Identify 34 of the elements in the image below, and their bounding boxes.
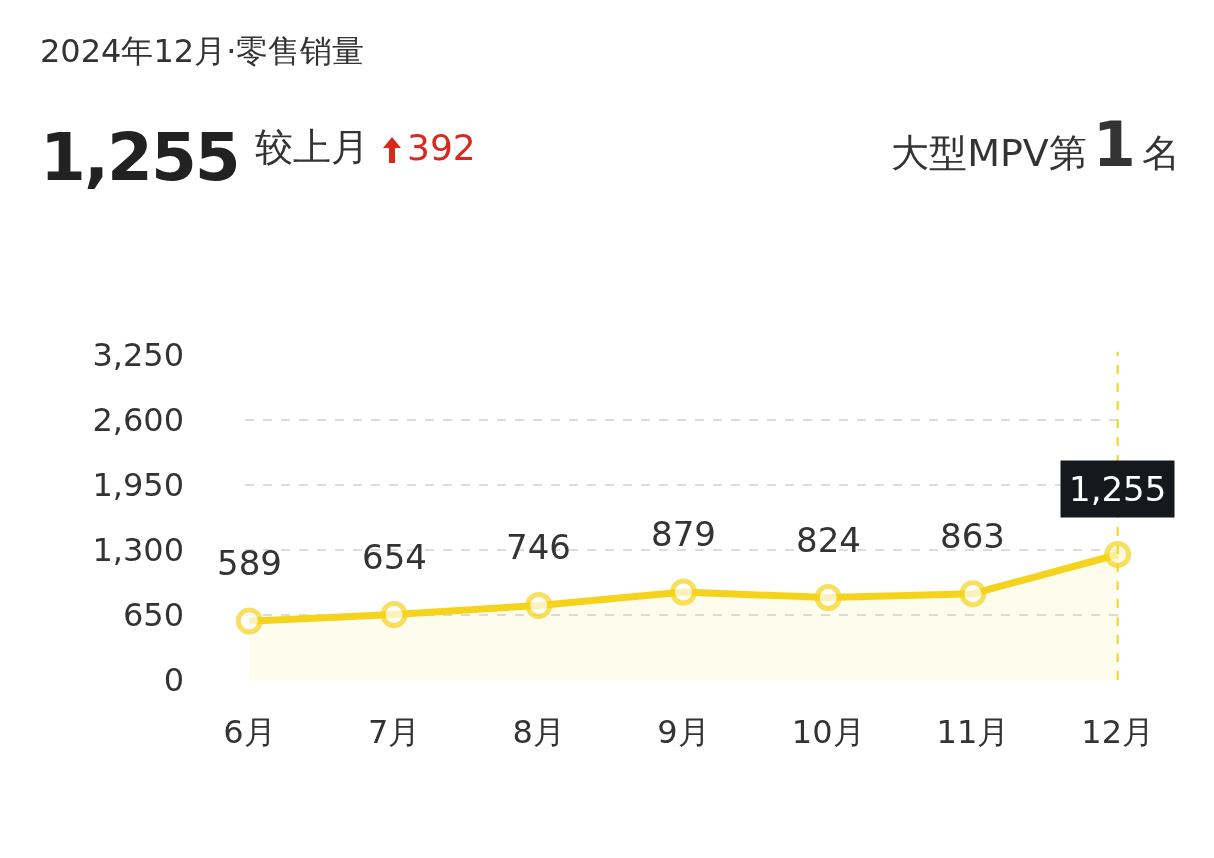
y-tick-label: 1,300 (92, 531, 184, 570)
point (814, 584, 842, 612)
point (959, 580, 987, 608)
point (670, 578, 697, 606)
point (235, 607, 263, 635)
text: 名 (1142, 131, 1180, 175)
x-tick-label: 10月 (791, 713, 865, 751)
data-label: 746 (506, 527, 571, 567)
text: 392 (407, 127, 476, 168)
y-tick-label: 2,600 (92, 401, 184, 440)
chart-title: 2024年12月·零售销量 (40, 31, 365, 72)
y-tick-label: 650 (122, 596, 184, 635)
data-label: 1,255 (1069, 469, 1167, 509)
x-tick-label: 8月 (512, 713, 565, 751)
y-tick-label: 3,250 (92, 336, 184, 375)
point (1104, 541, 1132, 568)
y-tick-label: 0 (163, 661, 184, 700)
data-label: 863 (940, 516, 1005, 556)
data-label: 824 (796, 520, 861, 560)
text: 大型MPV第 (891, 131, 1087, 175)
text: 1,255 (40, 119, 239, 196)
text: 1 (1092, 108, 1136, 181)
data-label: 879 (651, 514, 716, 554)
x-tick-label: 9月 (657, 713, 710, 751)
data-label: 589 (217, 543, 282, 583)
x-tick-label: 6月 (223, 713, 276, 751)
x-tick-label: 7月 (367, 713, 421, 751)
point (525, 591, 553, 619)
y-tick-label: 1,950 (92, 466, 184, 505)
data-label: 654 (362, 537, 427, 577)
x-tick-label: 12月 (1081, 713, 1155, 751)
text: 较上月 (255, 125, 369, 169)
point (380, 601, 408, 629)
x-tick-label: 11月 (936, 713, 1010, 751)
